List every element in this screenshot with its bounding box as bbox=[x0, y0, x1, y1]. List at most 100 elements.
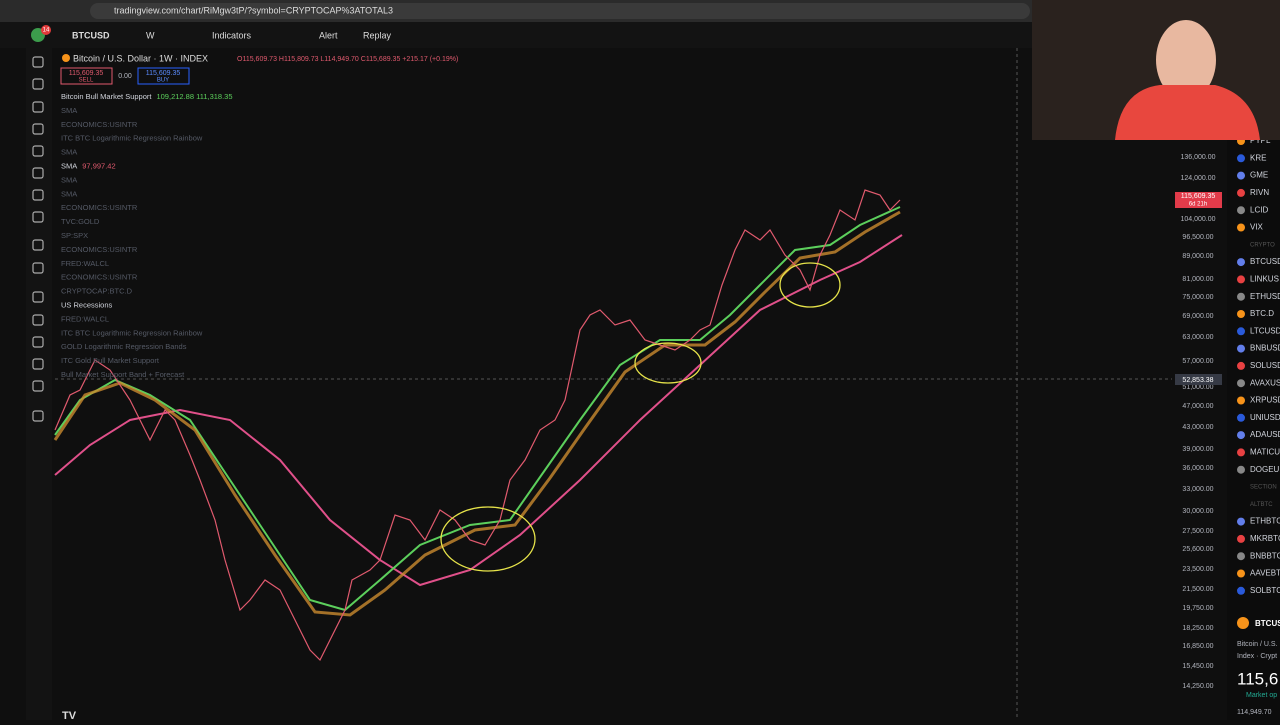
watch-symbol[interactable]: AAVEBT bbox=[1250, 569, 1280, 578]
watchlist bbox=[1227, 140, 1280, 720]
watch-icon bbox=[1237, 258, 1245, 267]
watch-symbol[interactable]: UNIUSD bbox=[1250, 413, 1280, 422]
indicator-name[interactable]: ECONOMICS:USINTR bbox=[61, 245, 138, 254]
tool-icon[interactable] bbox=[32, 167, 44, 179]
indicator-name[interactable]: ECONOMICS:USINTR bbox=[61, 273, 138, 282]
tool-icon[interactable] bbox=[32, 239, 44, 251]
price-label: 18,250.00 bbox=[1182, 625, 1213, 632]
toolbar bbox=[0, 22, 1032, 48]
tool-icon[interactable] bbox=[32, 291, 44, 303]
buy-button[interactable] bbox=[137, 67, 190, 85]
symbol-icon bbox=[62, 54, 70, 62]
price-axis bbox=[1172, 140, 1226, 720]
indicator-name[interactable]: ECONOMICS:USINTR bbox=[61, 120, 138, 129]
watch-icon bbox=[1237, 188, 1245, 197]
indicator-name[interactable]: GOLD Logarithmic Regression Bands bbox=[61, 342, 187, 351]
sell-price: 115,609.35 bbox=[69, 70, 104, 77]
watch-icon bbox=[1237, 517, 1245, 526]
legend-title: Bitcoin / U.S. Dollar · 1W · INDEX bbox=[73, 53, 208, 63]
url: tradingview.com/chart/RiMgw3tP/?symbol=C… bbox=[114, 5, 393, 15]
price-label: 36,000.00 bbox=[1182, 465, 1213, 472]
indicators-button[interactable]: Indicators bbox=[212, 30, 252, 40]
price-label: 39,000.00 bbox=[1182, 446, 1213, 453]
indicator-name[interactable]: ITC BTC Logarithmic Regression Rainbow bbox=[61, 134, 203, 143]
price-label: 69,000.00 bbox=[1182, 313, 1213, 320]
watch-symbol[interactable]: BTC.D bbox=[1250, 309, 1274, 318]
address-bar[interactable] bbox=[90, 3, 1030, 19]
price-label: 16,850.00 bbox=[1182, 643, 1213, 650]
watch-symbol[interactable]: SOLBTC bbox=[1250, 586, 1280, 595]
watch-icon bbox=[1237, 361, 1245, 370]
interval[interactable]: W bbox=[146, 30, 155, 40]
indicator-name[interactable]: SMA bbox=[61, 148, 77, 157]
watch-symbol[interactable]: VIX bbox=[1250, 223, 1264, 232]
tool-icon[interactable] bbox=[32, 123, 44, 135]
tool-icon[interactable] bbox=[32, 145, 44, 157]
indicator-name[interactable]: FRED:WALCL bbox=[61, 314, 109, 323]
indicator-name[interactable]: TVC:GOLD bbox=[61, 217, 100, 226]
price-label: 96,500.00 bbox=[1182, 234, 1213, 241]
watch-symbol[interactable]: LCID bbox=[1250, 205, 1268, 214]
sell-button[interactable] bbox=[60, 67, 113, 85]
watch-symbol[interactable]: GME bbox=[1250, 171, 1268, 180]
watch-symbol[interactable]: SOLUSD bbox=[1250, 361, 1280, 370]
watch-icon bbox=[1237, 275, 1245, 284]
detail-status: Market op bbox=[1246, 692, 1277, 699]
watch-symbol[interactable]: ETHBTC bbox=[1250, 517, 1280, 526]
indicator-name[interactable]: SMA bbox=[61, 106, 77, 115]
watch-symbol[interactable]: MATICU bbox=[1250, 448, 1280, 457]
indicator-name[interactable]: Bitcoin Bull Market Support bbox=[61, 92, 152, 101]
detail-low: 114,949.70 bbox=[1237, 709, 1272, 716]
watch-symbol[interactable]: KRE bbox=[1250, 153, 1266, 162]
tool-icon[interactable] bbox=[32, 101, 44, 113]
tool-icon[interactable] bbox=[32, 189, 44, 201]
watch-symbol[interactable]: XRPUSD bbox=[1250, 396, 1280, 405]
indicator-name[interactable]: Bull Market Support Band + Forecast bbox=[61, 370, 185, 379]
symbol[interactable]: BTCUSD bbox=[72, 30, 110, 40]
watch-icon bbox=[1237, 292, 1245, 301]
watch-symbol[interactable]: BTCUSD bbox=[1250, 257, 1280, 266]
watch-symbol[interactable]: MKRBTC bbox=[1250, 534, 1280, 543]
tool-icon[interactable] bbox=[32, 380, 44, 392]
indicator-name[interactable]: FRED:WALCL bbox=[61, 259, 109, 268]
indicator-name[interactable]: SMA bbox=[61, 161, 77, 170]
alert-button[interactable]: Alert bbox=[319, 30, 338, 40]
tool-icon[interactable] bbox=[32, 78, 44, 90]
tool-icon[interactable] bbox=[32, 410, 44, 422]
watch-symbol[interactable]: LTCUSD bbox=[1250, 326, 1280, 335]
watch-symbol[interactable]: LINKUS bbox=[1250, 275, 1279, 284]
indicator-value: 97,997.42 bbox=[82, 161, 115, 170]
annotation-circle bbox=[634, 342, 702, 384]
tool-icon[interactable] bbox=[32, 56, 44, 68]
tool-icon[interactable] bbox=[32, 336, 44, 348]
watch-symbol[interactable]: RIVN bbox=[1250, 188, 1269, 197]
price-label: 51,000.00 bbox=[1182, 384, 1213, 391]
tool-icon[interactable] bbox=[32, 314, 44, 326]
watch-symbol[interactable]: DOGEU bbox=[1250, 465, 1280, 474]
watch-icon bbox=[1237, 448, 1245, 457]
watch-icon bbox=[1237, 431, 1245, 440]
watch-icon bbox=[1237, 465, 1245, 474]
last-price: 115,609.35 bbox=[1181, 193, 1216, 200]
indicator-name[interactable]: US Recessions bbox=[61, 300, 113, 309]
indicator-name[interactable]: SMA bbox=[61, 175, 77, 184]
last-price-tag bbox=[1175, 192, 1222, 208]
watch-symbol[interactable]: ADAUSD bbox=[1250, 430, 1280, 439]
watch-symbol[interactable]: BNBUSD bbox=[1250, 344, 1280, 353]
watch-symbol[interactable]: AVAXUS bbox=[1250, 378, 1280, 387]
tool-icon[interactable] bbox=[32, 358, 44, 370]
detail-exchange: Index · Crypt bbox=[1237, 653, 1277, 660]
indicator-name[interactable]: CRYPTOCAP:BTC.D bbox=[61, 287, 133, 296]
tool-icon[interactable] bbox=[32, 211, 44, 223]
tool-icon[interactable] bbox=[32, 262, 44, 274]
indicator-name[interactable]: ITC BTC Logarithmic Regression Rainbow bbox=[61, 328, 203, 337]
indicator-name[interactable]: ITC Gold Bull Market Support bbox=[61, 356, 160, 365]
watch-symbol[interactable]: PYPL bbox=[1250, 136, 1271, 145]
watch-symbol[interactable]: BNBBTC bbox=[1250, 551, 1280, 560]
watch-symbol[interactable]: ETHUSD bbox=[1250, 292, 1280, 301]
price-label: 63,000.00 bbox=[1182, 334, 1213, 341]
indicator-name[interactable]: SMA bbox=[61, 189, 77, 198]
indicator-name[interactable]: SP:SPX bbox=[61, 231, 88, 240]
replay-button[interactable]: Replay bbox=[363, 30, 392, 40]
indicator-name[interactable]: ECONOMICS:USINTR bbox=[61, 203, 138, 212]
